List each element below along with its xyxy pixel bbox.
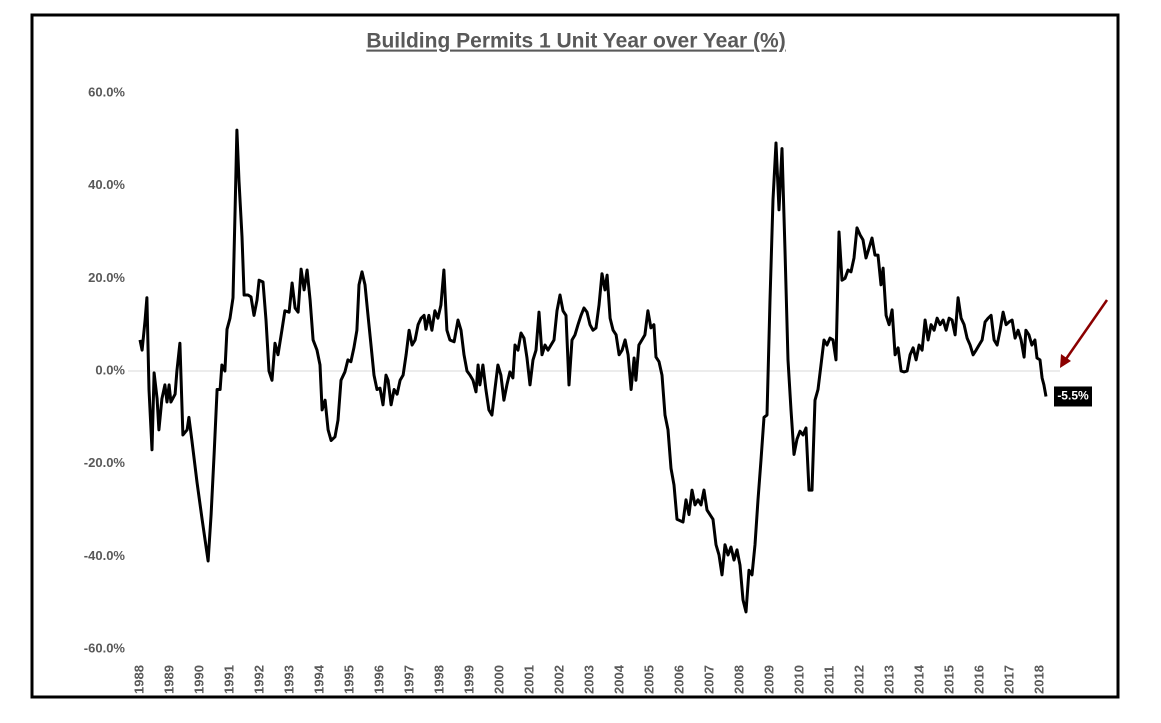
data-line xyxy=(138,128,1048,614)
x-tick-label: 2012 xyxy=(851,665,866,694)
y-tick-label: 40.0% xyxy=(88,177,125,192)
x-tick-label: 2014 xyxy=(911,664,926,694)
y-tick-label: -40.0% xyxy=(84,548,126,563)
y-tick-label: 60.0% xyxy=(88,84,125,99)
x-tick-label: 2005 xyxy=(641,665,656,694)
x-tick-label: 2008 xyxy=(731,665,746,694)
y-tick-label: -20.0% xyxy=(84,455,126,470)
y-tick-label: 0.0% xyxy=(95,362,125,377)
x-tick-label: 1992 xyxy=(251,665,266,694)
x-tick-label: 2009 xyxy=(761,665,776,694)
x-tick-label: 1999 xyxy=(461,665,476,694)
x-tick-label: 1993 xyxy=(281,665,296,694)
x-tick-label: 2016 xyxy=(971,665,986,694)
x-tick-label: 2006 xyxy=(671,665,686,694)
annotation-arrowhead xyxy=(1060,354,1071,368)
x-tick-label: 1997 xyxy=(401,665,416,694)
x-tick-label: 2001 xyxy=(521,665,536,694)
x-tick-label: 2003 xyxy=(581,665,596,694)
x-tick-label: 2007 xyxy=(701,665,716,694)
x-tick-label: 2011 xyxy=(821,666,836,694)
x-tick-label: 1989 xyxy=(161,665,176,694)
x-tick-label: 1988 xyxy=(131,665,146,694)
x-tick-label: 2000 xyxy=(491,665,506,694)
x-tick-label: 2015 xyxy=(941,665,956,694)
x-tick-label: 2018 xyxy=(1031,665,1046,694)
annotation-box xyxy=(1054,386,1092,407)
x-tick-label: 1994 xyxy=(311,664,326,694)
x-tick-label: 1991 xyxy=(221,665,236,694)
y-tick-label: 20.0% xyxy=(88,270,125,285)
x-tick-label: 2013 xyxy=(881,665,896,694)
y-tick-label: -60.0% xyxy=(84,640,126,655)
x-tick-label: 2002 xyxy=(551,665,566,694)
x-tick-label: 1995 xyxy=(341,665,356,694)
annotation-label: -5.5% xyxy=(1057,389,1089,403)
chart-title: Building Permits 1 Unit Year over Year (… xyxy=(366,30,785,53)
x-tick-label: 1990 xyxy=(191,665,206,694)
x-tick-label: 2017 xyxy=(1001,665,1016,694)
x-tick-label: 1996 xyxy=(371,665,386,694)
x-tick-label: 1998 xyxy=(431,665,446,694)
chart-frame xyxy=(30,13,1120,699)
x-tick-label: 2004 xyxy=(611,664,626,694)
annotation-arrow xyxy=(1064,299,1109,360)
x-tick-label: 2010 xyxy=(791,665,806,694)
